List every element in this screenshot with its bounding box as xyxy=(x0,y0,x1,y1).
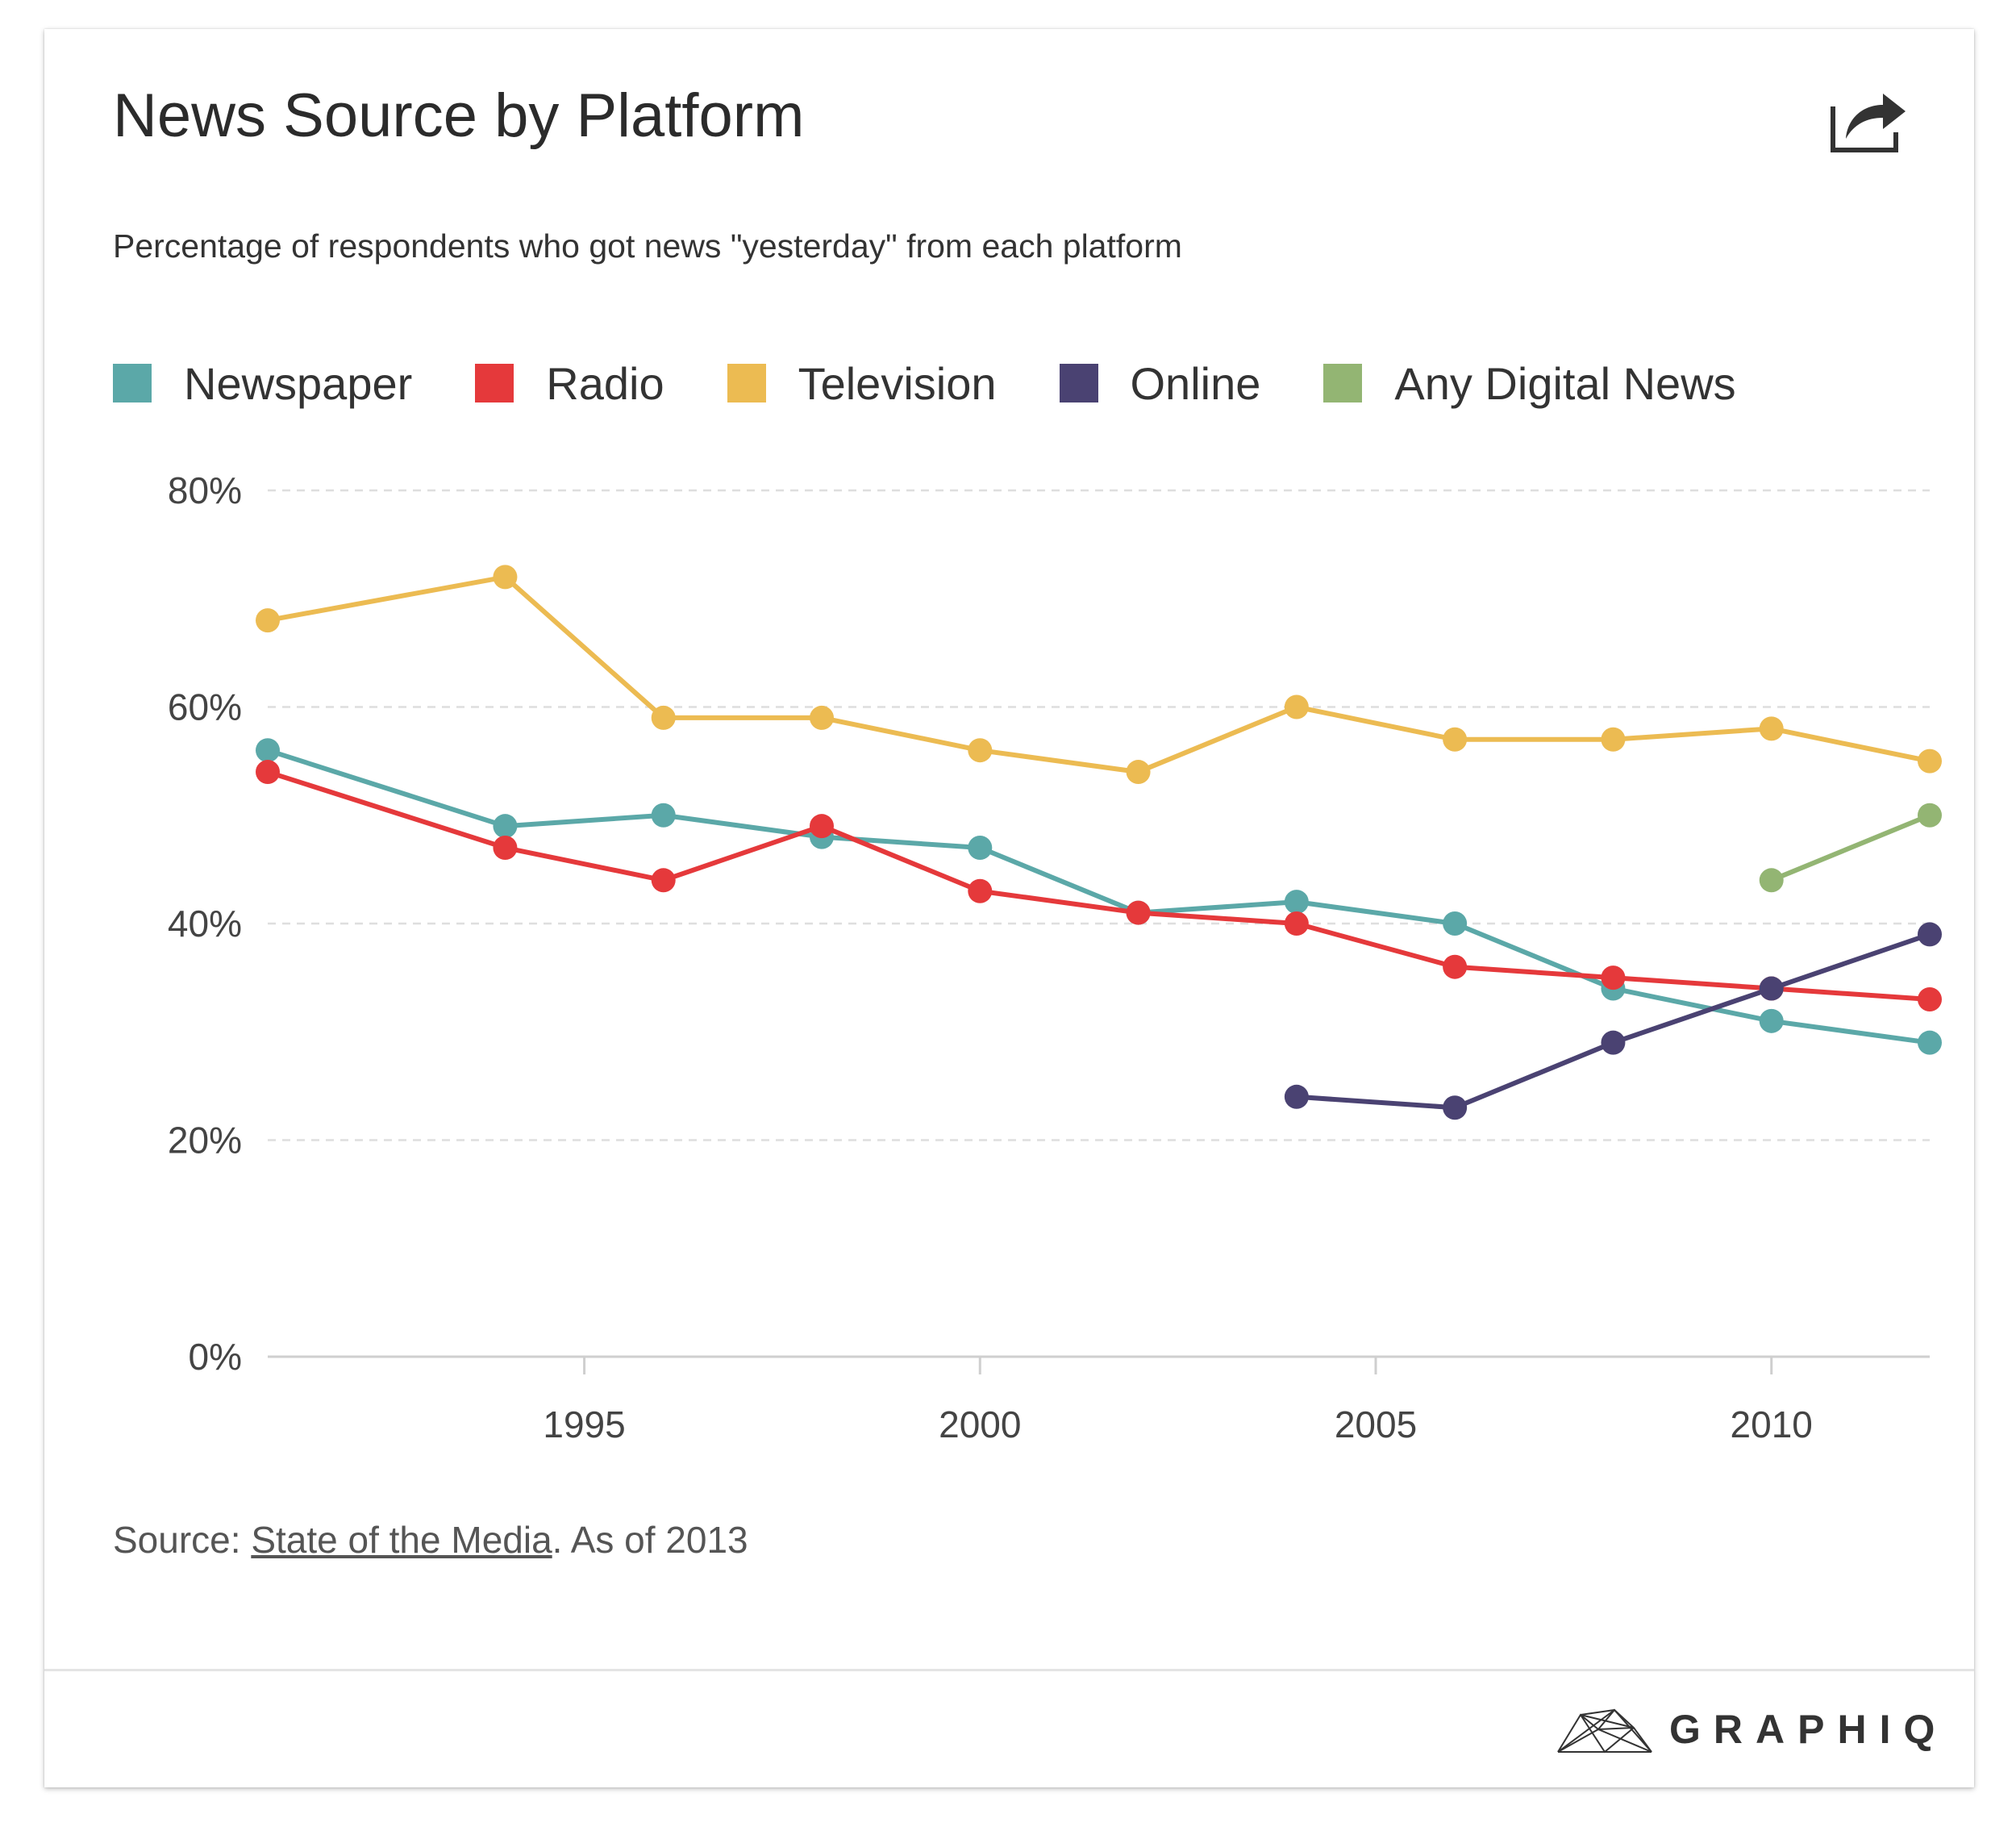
brand-logo[interactable]: GRAPHIQ xyxy=(1556,1705,1947,1754)
legend-swatch-television xyxy=(727,364,766,402)
data-point-radio xyxy=(651,868,676,893)
brand-name: GRAPHIQ xyxy=(1669,1707,1948,1752)
data-point-newspaper xyxy=(1759,1008,1784,1033)
y-tick-label: 60% xyxy=(168,686,242,728)
data-point-radio xyxy=(1284,911,1309,936)
source-suffix: . As of 2013 xyxy=(552,1519,748,1561)
data-point-online xyxy=(1601,1030,1626,1055)
data-point-television xyxy=(968,738,993,763)
x-tick-label: 1995 xyxy=(543,1403,625,1445)
y-tick-label: 20% xyxy=(168,1120,242,1161)
y-tick-label: 0% xyxy=(189,1336,242,1378)
data-point-television xyxy=(493,565,518,590)
y-tick-label: 80% xyxy=(168,469,242,511)
line-chart: 0% 20% 40% 60% 80% 1995 2000 2005 2010 xyxy=(168,469,1942,1445)
data-point-television xyxy=(1759,716,1784,741)
share-button[interactable] xyxy=(1828,82,1909,156)
legend-label: Newspaper xyxy=(184,357,413,409)
chart-subtitle: Percentage of respondents who got news "… xyxy=(113,227,1182,265)
data-point-radio xyxy=(810,814,834,839)
x-tick-label: 2005 xyxy=(1335,1403,1417,1445)
legend-label: Radio xyxy=(546,357,664,409)
data-point-newspaper xyxy=(256,738,280,763)
series-line-television xyxy=(267,574,1931,775)
chart-title: News Source by Platform xyxy=(113,81,805,150)
legend-label: Online xyxy=(1130,357,1261,409)
source-note: Source: State of the Media. As of 2013 xyxy=(113,1518,748,1562)
graphiq-logo-icon xyxy=(1557,1708,1652,1754)
data-point-online xyxy=(1918,922,1942,947)
legend-swatch-online xyxy=(1059,364,1098,402)
legend-item-radio[interactable]: Radio xyxy=(475,357,664,410)
source-link[interactable]: State of the Media xyxy=(251,1519,552,1561)
data-point-newspaper xyxy=(1284,890,1309,915)
x-tick-label: 2000 xyxy=(939,1403,1021,1445)
series-line-online xyxy=(1296,932,1931,1111)
legend: Newspaper Radio Television Online Any Di… xyxy=(113,355,1799,411)
legend-item-newspaper[interactable]: Newspaper xyxy=(113,357,412,410)
data-point-radio xyxy=(1126,900,1151,925)
legend-label: Television xyxy=(798,357,997,409)
data-point-online xyxy=(1443,1095,1468,1120)
data-point-newspaper xyxy=(968,836,993,861)
data-point-radio xyxy=(1443,954,1468,979)
data-point-television xyxy=(1918,749,1942,774)
data-point-newspaper xyxy=(493,814,518,839)
data-point-radio xyxy=(1601,965,1626,990)
series-line-radio xyxy=(267,769,1931,1002)
data-point-online xyxy=(1284,1084,1309,1109)
data-point-television xyxy=(1126,760,1151,785)
legend-swatch-radio xyxy=(475,364,514,402)
data-point-radio xyxy=(256,760,280,785)
data-point-newspaper xyxy=(1443,911,1468,936)
data-point-television xyxy=(1443,727,1468,752)
footer-divider xyxy=(44,1669,1974,1671)
data-point-television xyxy=(256,608,280,633)
series-line-newspaper xyxy=(267,748,1931,1045)
y-tick-label: 40% xyxy=(168,903,242,945)
chart-card: News Source by Platform Percentage of re… xyxy=(44,29,1974,1787)
data-point-television xyxy=(1601,727,1626,752)
data-point-newspaper xyxy=(651,803,676,828)
data-point-television xyxy=(1284,694,1309,719)
series-line-any-digital-news xyxy=(1770,812,1931,883)
data-point-radio xyxy=(493,836,518,861)
data-point-newspaper xyxy=(1918,1030,1942,1055)
data-point-online xyxy=(1759,976,1784,1001)
source-prefix: Source: xyxy=(113,1519,252,1561)
data-point-television xyxy=(810,705,834,730)
data-point-radio xyxy=(968,878,993,903)
data-point-television xyxy=(651,705,676,730)
legend-swatch-newspaper xyxy=(113,364,152,402)
data-point-radio xyxy=(1918,986,1942,1011)
legend-swatch-any-digital-news xyxy=(1323,364,1363,402)
data-point-any-digital-news xyxy=(1759,868,1784,893)
legend-item-any-digital-news[interactable]: Any Digital News xyxy=(1323,357,1736,410)
legend-item-online[interactable]: Online xyxy=(1059,357,1261,410)
legend-item-television[interactable]: Television xyxy=(727,357,997,410)
x-tick-label: 2010 xyxy=(1731,1403,1813,1445)
share-icon xyxy=(1831,94,1906,152)
data-point-any-digital-news xyxy=(1918,803,1942,828)
legend-label: Any Digital News xyxy=(1394,357,1736,409)
